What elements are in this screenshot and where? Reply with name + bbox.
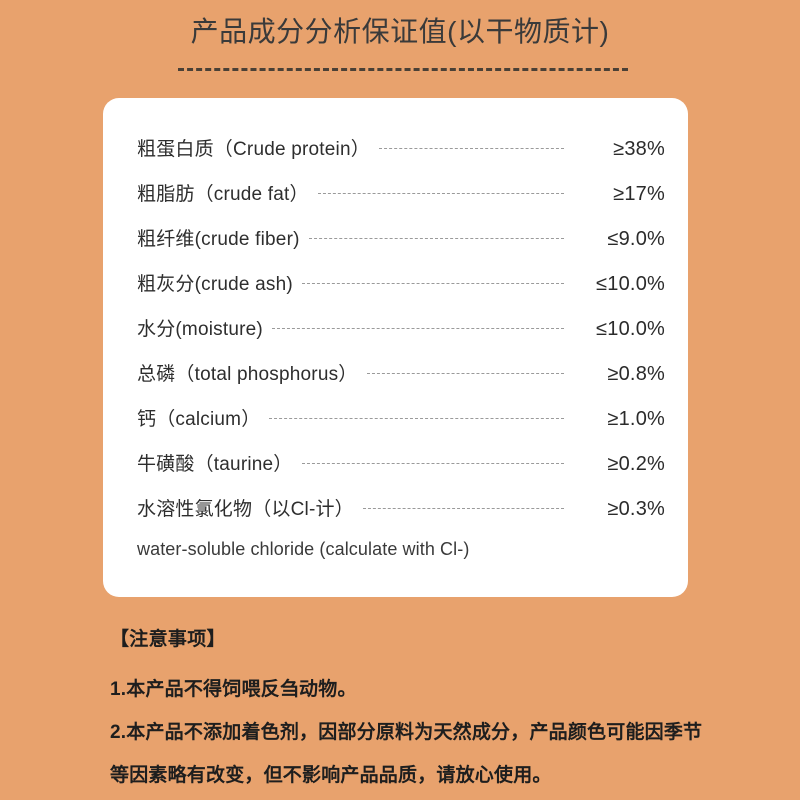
nutrient-label: 水分(moisture) (137, 319, 263, 340)
table-row: 粗纤维(crude fiber) ≤9.0% (137, 224, 665, 269)
nutrient-label: 粗灰分(crude ash) (137, 274, 293, 295)
page-title: 产品成分分析保证值(以干物质计) (190, 16, 610, 47)
nutrient-label: 粗脂肪（crude fat） (137, 184, 309, 205)
table-row: 牛磺酸（taurine） ≥0.2% (137, 449, 665, 494)
leader-dots (366, 373, 565, 374)
leader-dots (317, 193, 565, 194)
nutrient-label: 粗蛋白质（Crude protein） (137, 139, 370, 160)
nutrient-value: ≥0.3% (607, 498, 665, 520)
nutrient-label: 水溶性氯化物（以Cl-计） (137, 499, 354, 520)
chloride-english-note: water-soluble chloride (calculate with C… (137, 539, 470, 559)
page-header: 产品成分分析保证值(以干物质计) (0, 12, 800, 52)
nutrient-value: ≥0.2% (607, 453, 665, 475)
table-row: 粗灰分(crude ash) ≤10.0% (137, 269, 665, 314)
notes-section: 【注意事项】 1.本产品不得饲喂反刍动物。 2.本产品不添加着色剂，因部分原料为… (110, 624, 720, 797)
nutrient-label: 总磷（total phosphorus） (137, 364, 358, 385)
nutrient-value: ≥1.0% (607, 408, 665, 430)
leader-dots (271, 328, 565, 329)
nutrient-label: 牛磺酸（taurine） (137, 454, 293, 475)
table-row: 水溶性氯化物（以Cl-计） ≥0.3% (137, 494, 665, 539)
table-row: 水分(moisture) ≤10.0% (137, 314, 665, 359)
leader-dots (378, 148, 565, 149)
nutrient-value: ≤10.0% (596, 273, 665, 295)
table-row: 粗蛋白质（Crude protein） ≥38% (137, 134, 665, 179)
table-footnote-row: water-soluble chloride (calculate with C… (137, 539, 665, 579)
nutrient-value: ≤10.0% (596, 318, 665, 340)
notes-heading: 【注意事项】 (110, 629, 226, 650)
table-row: 钙（calcium） ≥1.0% (137, 404, 665, 449)
nutrient-label: 钙（calcium） (137, 409, 261, 430)
leader-dots (269, 418, 564, 419)
leader-dots (308, 238, 565, 239)
nutrient-value: ≤9.0% (607, 228, 665, 250)
note-item: 1.本产品不得饲喂反刍动物。 (110, 679, 357, 700)
table-row: 粗脂肪（crude fat） ≥17% (137, 179, 665, 224)
leader-dots (362, 508, 565, 509)
note-item: 2.本产品不添加着色剂，因部分原料为天然成分，产品颜色可能因季节等因素略有改变，… (110, 722, 703, 786)
title-divider (178, 68, 628, 71)
leader-dots (301, 283, 565, 284)
nutrient-list: 粗蛋白质（Crude protein） ≥38% 粗脂肪（crude fat） … (137, 134, 665, 579)
table-row: 总磷（total phosphorus） ≥0.8% (137, 359, 665, 404)
leader-dots (301, 463, 565, 464)
nutrient-value: ≥17% (613, 183, 665, 205)
nutrient-label: 粗纤维(crude fiber) (137, 229, 300, 250)
nutrient-value: ≥0.8% (607, 363, 665, 385)
nutrient-value: ≥38% (613, 138, 665, 160)
analysis-card: 粗蛋白质（Crude protein） ≥38% 粗脂肪（crude fat） … (103, 98, 688, 597)
